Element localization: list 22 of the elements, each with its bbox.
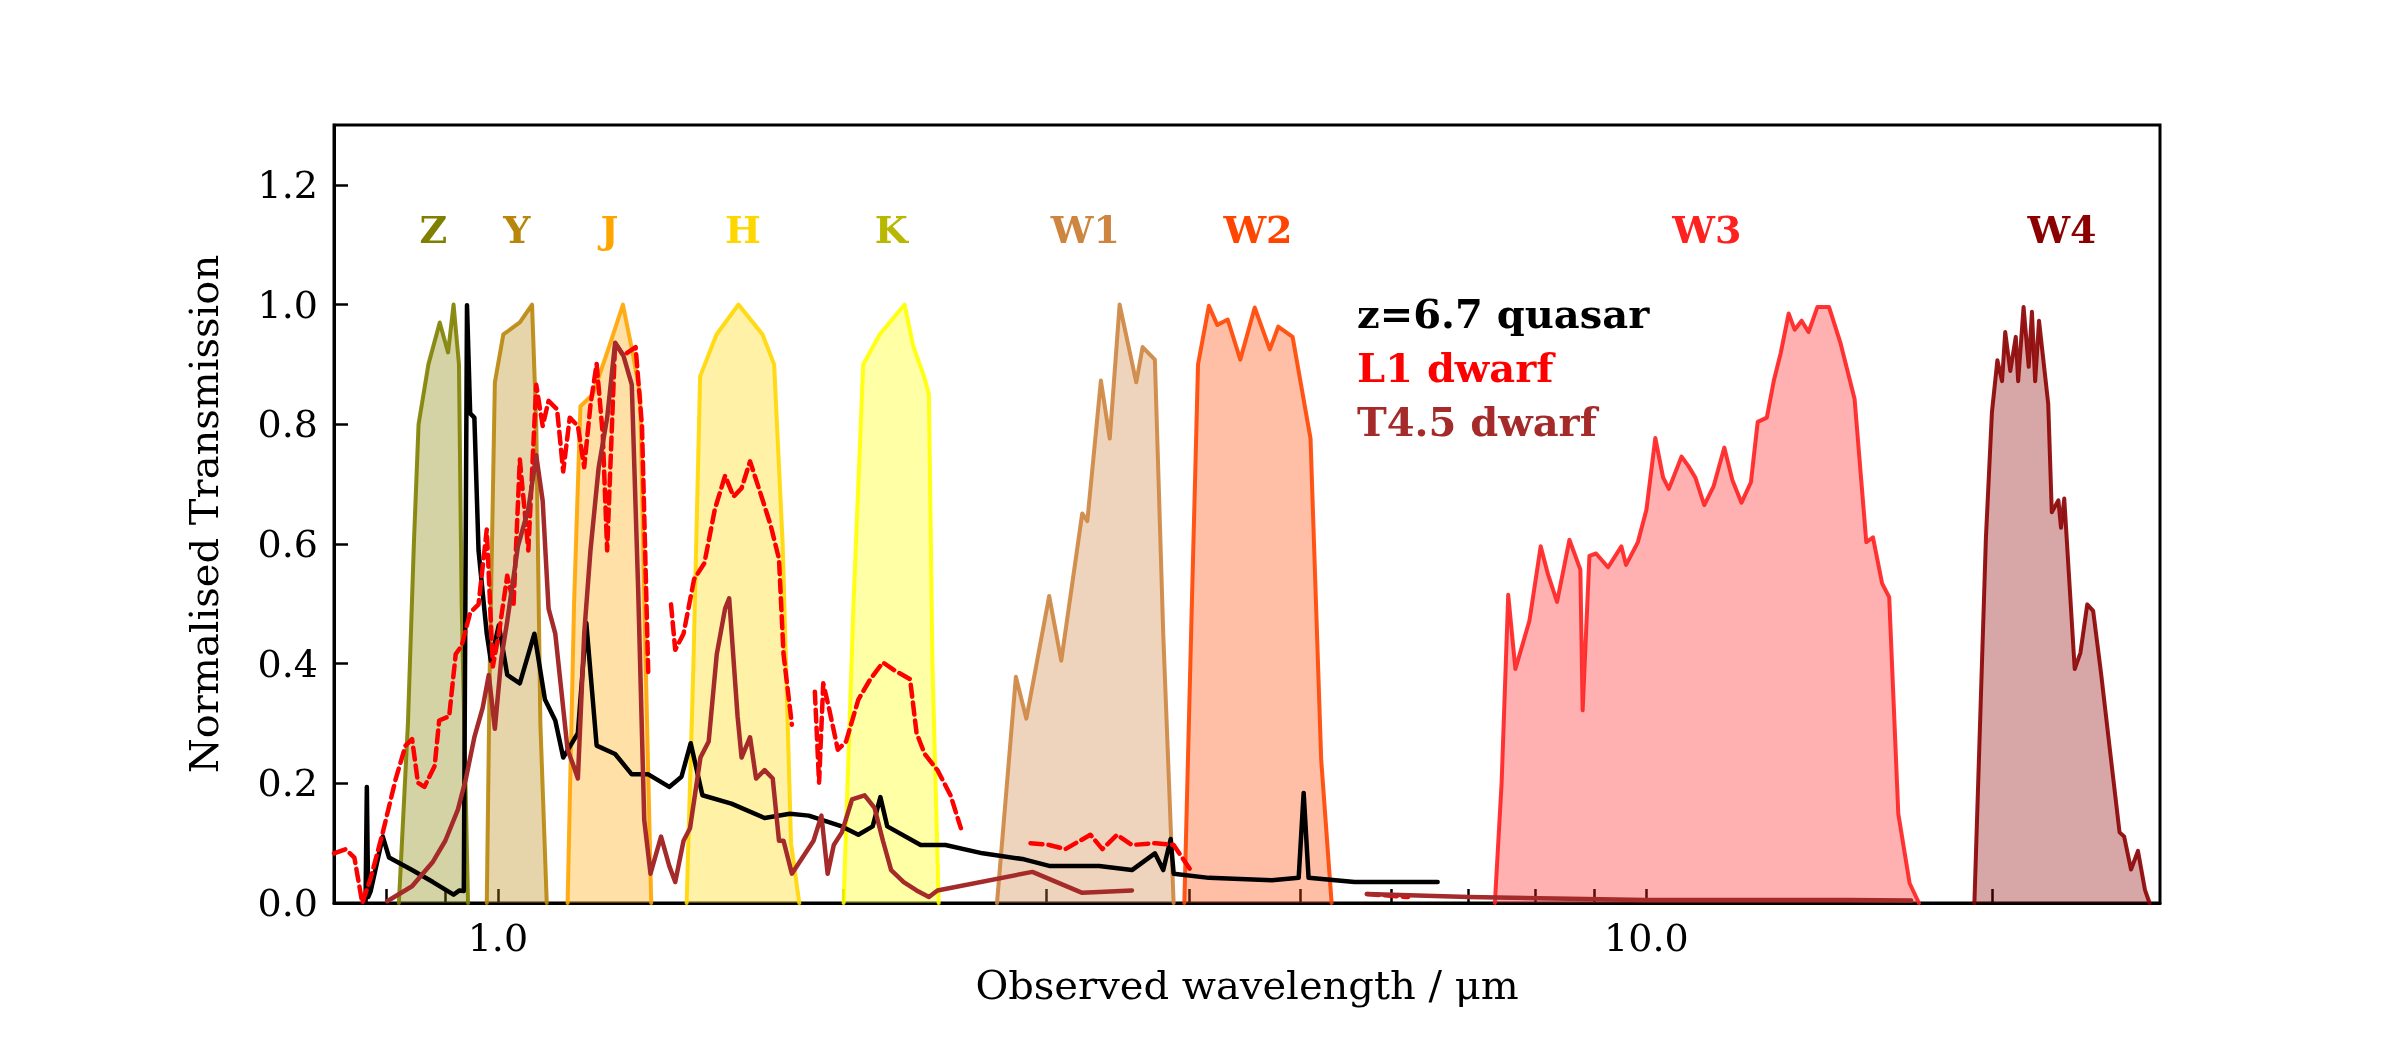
y-tick-label: 1.2 xyxy=(257,162,318,207)
x-axis-title: Observed wavelength / μm xyxy=(975,962,1519,1008)
series-label: W4 xyxy=(2026,206,2097,252)
y-tick-label: 0.2 xyxy=(257,761,318,806)
y-tick-label: 0.6 xyxy=(257,521,318,566)
series-label: W1 xyxy=(1049,206,1120,252)
y-tick-label: 0.8 xyxy=(257,402,318,447)
series-label: K xyxy=(874,206,910,252)
y-axis-title: Normalised Transmission xyxy=(181,254,227,774)
series-label: Z xyxy=(419,206,448,252)
text: z=6.7 quasar xyxy=(1357,289,1651,337)
y-tick-label: 0.0 xyxy=(257,881,318,925)
text: W3 xyxy=(1671,206,1742,252)
y-tick-label: 1.0 xyxy=(257,282,318,327)
series-label: Y xyxy=(502,206,532,252)
x-tick-label: 10.0 xyxy=(1604,916,1689,960)
text: T4.5 dwarf xyxy=(1357,397,1600,445)
series-label: W2 xyxy=(1222,206,1293,252)
series-label: J xyxy=(597,206,619,252)
y-tick-label: 0.4 xyxy=(257,641,318,686)
series-label: H xyxy=(725,206,761,252)
text: L1 dwarf xyxy=(1357,343,1557,391)
